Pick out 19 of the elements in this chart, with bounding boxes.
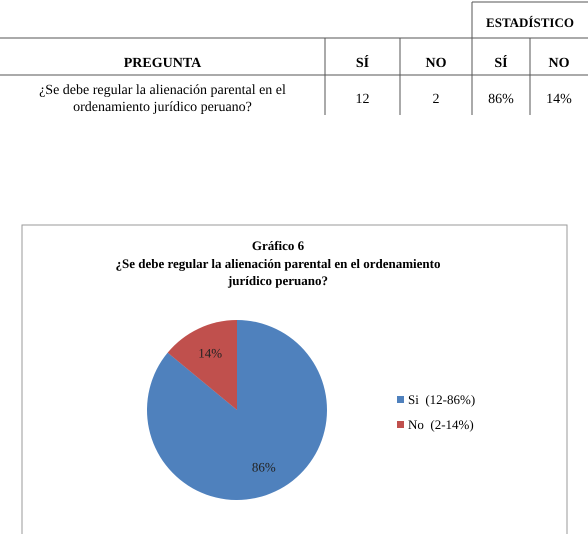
chart-subtitle: ¿Se debe regular la alienación parental en el ordenamiento jurídico peruano? <box>116 256 440 288</box>
text: NO <box>548 56 570 71</box>
text: PREGUNTA <box>124 56 202 71</box>
text: 14% <box>546 92 572 107</box>
legend-label: No (2-14%) <box>408 417 474 432</box>
text: SÍ <box>356 54 370 71</box>
pie-slice <box>168 320 237 410</box>
legend-label: Si (12-86%) <box>408 392 476 407</box>
pie-slice <box>147 320 327 500</box>
text: 2 <box>432 92 440 107</box>
text: ESTADÍSTICO <box>486 15 574 30</box>
text: 12 <box>356 92 370 107</box>
data-label: 86% <box>252 460 276 475</box>
data-label: 14% <box>198 346 222 361</box>
text: 86% <box>488 92 514 107</box>
text: SÍ <box>494 54 508 71</box>
text: NO <box>426 56 447 71</box>
text: ¿Se debe regular la alienación parental en el ordenamiento jurídico peruano? <box>39 83 286 115</box>
chart-title: Gráfico 6 <box>252 238 305 253</box>
